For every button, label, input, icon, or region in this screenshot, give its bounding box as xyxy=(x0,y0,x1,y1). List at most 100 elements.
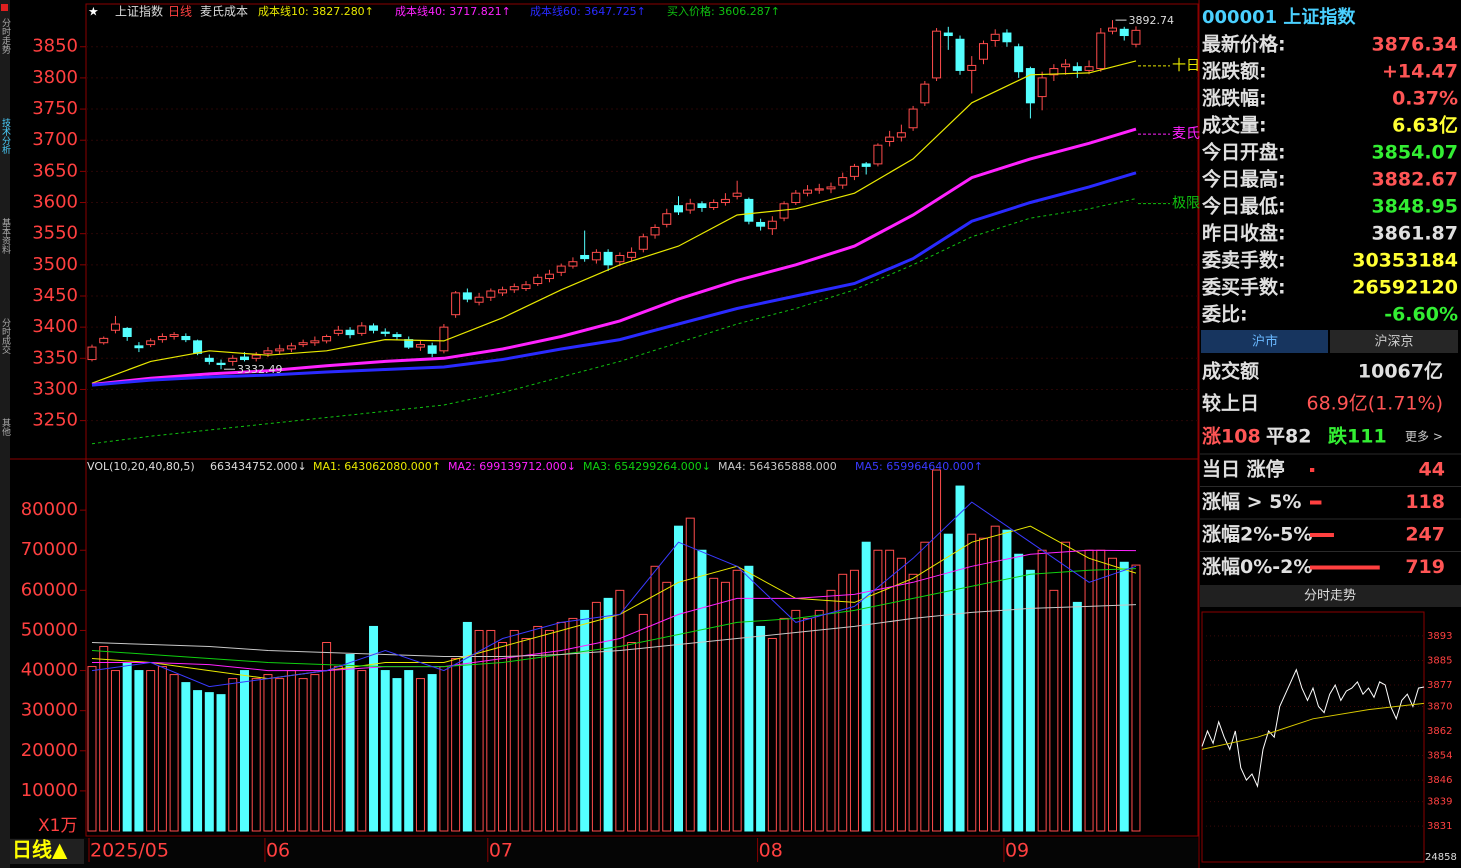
candle-body xyxy=(861,163,871,167)
market-tab[interactable]: 沪深京 xyxy=(1374,334,1413,350)
candle-body xyxy=(1084,66,1094,71)
volume-bar xyxy=(298,678,308,832)
candle-body xyxy=(228,357,238,362)
candle-body xyxy=(1014,46,1024,73)
quote-label: 委买手数: xyxy=(1201,276,1286,299)
period-button-bg[interactable] xyxy=(10,839,84,864)
candle-body xyxy=(662,213,672,225)
quote-title: 000001 上证指数 xyxy=(1202,6,1356,28)
y-tick-label: 3750 xyxy=(32,98,78,119)
volume-bar xyxy=(615,589,625,832)
legend-entry: 成本线40: 3717.821↑ xyxy=(395,4,511,18)
candle-body xyxy=(720,198,730,204)
intraday-title[interactable]: 分时走势 xyxy=(1304,588,1356,604)
candle-body xyxy=(580,254,590,260)
quote-value: -6.60% xyxy=(1384,304,1458,326)
tab-bg[interactable] xyxy=(1330,330,1458,353)
volume-bar xyxy=(685,517,695,832)
candle-body xyxy=(967,64,977,71)
volume-bar xyxy=(967,533,977,832)
side-tab[interactable]: 其他 xyxy=(0,418,11,437)
volume-bar xyxy=(1037,549,1047,832)
candle-body xyxy=(87,346,97,361)
period-button[interactable]: 日线▲ xyxy=(12,838,68,862)
volume-bar xyxy=(87,666,97,832)
line-end-label: 麦氏 xyxy=(1172,126,1200,142)
intraday-volume-label: 24858 xyxy=(1425,852,1457,863)
breadth-more[interactable]: 更多 > xyxy=(1405,430,1443,444)
limit-count: 118 xyxy=(1405,491,1445,513)
candle-body xyxy=(286,345,296,350)
limit-label: 涨幅 > 5% xyxy=(1202,490,1301,513)
legend-entry: MA4: 564365888.000 xyxy=(718,460,837,473)
volume-bar xyxy=(533,625,543,832)
candle-body xyxy=(1049,68,1059,76)
candle-body xyxy=(978,43,988,60)
candle-body xyxy=(1119,28,1129,37)
candle-body xyxy=(275,348,285,352)
menu-icon[interactable] xyxy=(1,4,8,11)
volume-bar xyxy=(978,537,988,832)
candle-body xyxy=(193,340,203,354)
side-tab[interactable]: 分时走势 xyxy=(0,18,11,55)
tab-bg[interactable] xyxy=(1201,330,1328,353)
volume-bar xyxy=(392,678,402,832)
candle-body xyxy=(474,296,484,303)
candle-body xyxy=(744,198,754,222)
candle-body xyxy=(932,30,942,79)
side-tab[interactable]: 分时成交 xyxy=(0,318,11,355)
limit-bar xyxy=(1310,500,1322,505)
x-tick-label: 2025/05 xyxy=(90,840,169,862)
candle-body xyxy=(873,144,883,165)
candle-body xyxy=(826,186,836,190)
candle-body xyxy=(451,292,461,316)
volume-bar xyxy=(920,541,930,832)
candle-body xyxy=(709,202,719,209)
side-strip xyxy=(0,0,10,868)
y-tick-label: 3850 xyxy=(32,36,78,57)
indicator: 麦氏成本 xyxy=(200,5,248,19)
y-tick-label: 3500 xyxy=(32,254,78,275)
x-tick-label: 08 xyxy=(759,840,783,862)
volume-bar xyxy=(779,617,789,832)
volume-ma-line xyxy=(91,604,1137,657)
breadth-up: 涨108 xyxy=(1202,426,1261,448)
candle-body xyxy=(955,38,965,71)
volume-bar xyxy=(638,613,648,832)
volume-bar xyxy=(709,577,719,832)
candle-body xyxy=(791,192,801,204)
candle-body xyxy=(1037,77,1047,98)
candle-body xyxy=(310,340,320,344)
market-tab[interactable]: 沪市 xyxy=(1252,334,1278,350)
volume-bar xyxy=(1119,561,1129,832)
volume-bar xyxy=(286,670,296,832)
y-tick-label: 3854 xyxy=(1427,751,1452,762)
volume-bar xyxy=(451,658,461,832)
volume-bar xyxy=(803,617,813,832)
quote-label: 涨跌幅: xyxy=(1202,87,1267,110)
volume-bar xyxy=(474,629,484,832)
volume-bar xyxy=(427,674,437,832)
candle-body xyxy=(1061,63,1071,68)
candle-body xyxy=(427,345,437,354)
y-tick-label: 80000 xyxy=(21,499,78,520)
change-label: 较上日 xyxy=(1202,392,1259,415)
volume-bar xyxy=(873,549,883,832)
y-tick-label: 3650 xyxy=(32,160,78,181)
y-tick-label: 3877 xyxy=(1427,680,1452,691)
volume-bar xyxy=(1014,553,1024,832)
quote-value: 3882.67 xyxy=(1371,169,1458,191)
volume-bar xyxy=(943,533,953,832)
x-tick-label: 06 xyxy=(266,840,290,862)
quote-value: 6.63亿 xyxy=(1392,114,1458,137)
side-tab[interactable]: 技术分析 xyxy=(0,117,11,155)
candle-body xyxy=(849,165,859,177)
star-icon: ★ xyxy=(88,5,99,19)
side-tab[interactable]: 基本资料 xyxy=(0,217,11,255)
volume-bar xyxy=(345,654,355,832)
volume-bar xyxy=(1096,549,1106,832)
volume-bar xyxy=(1072,601,1082,832)
volume-bar xyxy=(580,609,590,832)
y-tick-label: 20000 xyxy=(21,740,78,761)
